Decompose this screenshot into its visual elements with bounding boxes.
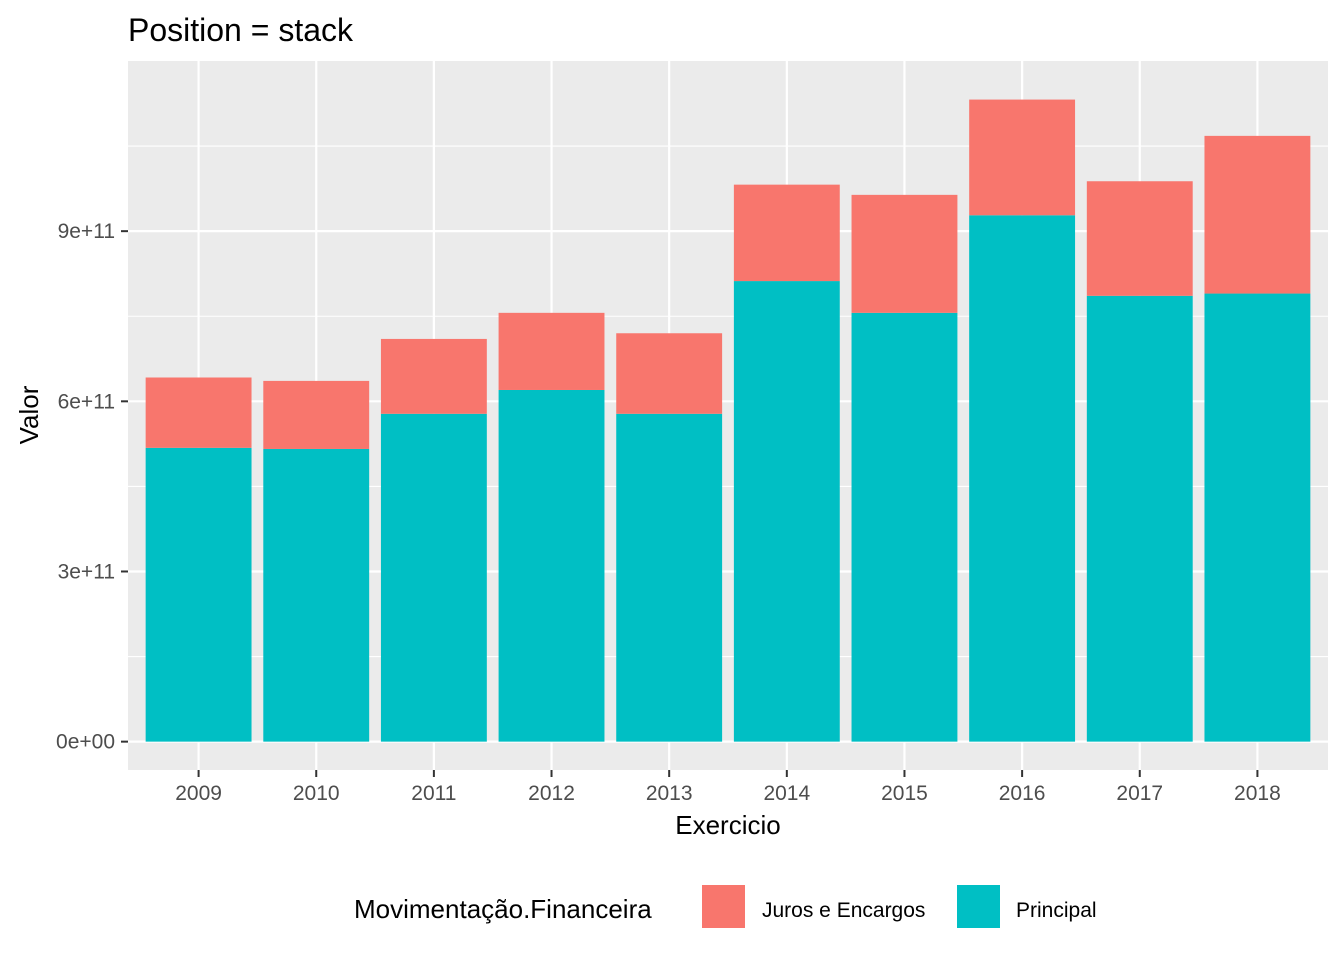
y-tick-label: 0e+00 <box>56 731 115 754</box>
legend-key-principal <box>957 885 1000 928</box>
legend-key-juros-e-encargos <box>702 885 745 928</box>
x-tick-label: 2017 <box>1116 782 1163 805</box>
x-tick-label: 2012 <box>528 782 575 805</box>
x-tick-label: 2010 <box>293 782 340 805</box>
bars <box>145 99 1311 742</box>
legend-title: Movimentação.Financeira <box>354 894 652 924</box>
x-tick-label: 2013 <box>646 782 693 805</box>
bar-juros-e-encargos-2018 <box>1204 135 1311 294</box>
y-tick-label: 3e+11 <box>58 560 115 583</box>
y-axis-title: Valor <box>14 385 44 444</box>
legend: Movimentação.Financeira Juros e Encargos… <box>354 885 1097 928</box>
bar-juros-e-encargos-2014 <box>733 184 840 282</box>
bar-principal-2009 <box>145 447 252 742</box>
y-tick-label: 6e+11 <box>58 390 115 413</box>
bar-principal-2017 <box>1086 295 1193 742</box>
x-axis-title: Exercicio <box>675 810 780 840</box>
bar-juros-e-encargos-2016 <box>969 99 1076 216</box>
bar-principal-2013 <box>616 413 723 742</box>
bar-principal-2011 <box>380 413 487 742</box>
y-tick-label: 9e+11 <box>58 220 115 243</box>
x-tick-label: 2011 <box>411 782 456 805</box>
bar-principal-2018 <box>1204 293 1311 742</box>
legend-label-juros-e-encargos: Juros e Encargos <box>762 899 925 922</box>
bar-juros-e-encargos-2009 <box>145 377 252 448</box>
bar-juros-e-encargos-2011 <box>380 338 487 414</box>
chart-title: Position = stack <box>128 12 354 48</box>
bar-principal-2010 <box>263 448 370 742</box>
legend-label-principal: Principal <box>1016 899 1097 922</box>
x-tick-label: 2014 <box>763 782 810 805</box>
bar-juros-e-encargos-2010 <box>263 380 370 449</box>
bar-juros-e-encargos-2015 <box>851 194 958 313</box>
bar-principal-2015 <box>851 312 958 742</box>
x-tick-label: 2018 <box>1234 782 1281 805</box>
y-axis: 0e+00 3e+11 6e+11 9e+11 <box>56 220 128 754</box>
bar-juros-e-encargos-2017 <box>1086 181 1193 296</box>
bar-principal-2014 <box>733 281 840 742</box>
x-axis: 2009 2010 2011 2012 2013 2014 2015 2016 2017 2018 <box>175 770 1281 805</box>
x-tick-label: 2009 <box>175 782 222 805</box>
x-tick-label: 2016 <box>999 782 1046 805</box>
bar-principal-2016 <box>969 215 1076 742</box>
bar-juros-e-encargos-2013 <box>616 333 723 414</box>
x-tick-label: 2015 <box>881 782 928 805</box>
bar-principal-2012 <box>498 389 605 742</box>
bar-juros-e-encargos-2012 <box>498 312 605 390</box>
